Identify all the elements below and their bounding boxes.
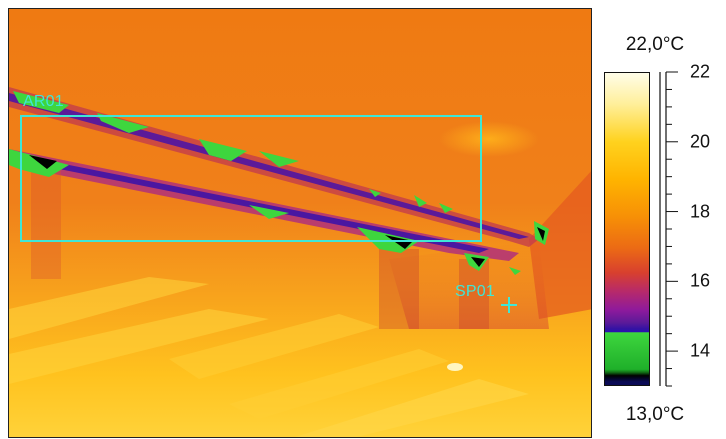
right-wall <box>529 171 591 319</box>
scale-tick-label: 18 <box>690 201 711 222</box>
scale-tick-label: 14 <box>690 340 711 361</box>
area-label: AR01 <box>23 93 64 110</box>
spot-label: SP01 <box>455 283 495 300</box>
spot-crosshair-icon[interactable] <box>501 297 517 313</box>
thermal-rendering <box>9 9 591 437</box>
lower-beam <box>9 153 489 253</box>
thermal-image[interactable]: AR01 SP01 <box>8 8 592 438</box>
hot-spot <box>447 363 463 371</box>
scale-axis: 22 20 18 16 14 <box>658 62 718 388</box>
area-measurement-box[interactable] <box>20 115 482 242</box>
scale-tick-label: 16 <box>690 270 711 291</box>
scale-axis-ticks <box>659 71 678 387</box>
scale-min-label: 13,0°C <box>625 404 685 425</box>
warm-spot <box>439 121 539 157</box>
scale-tick-label: 20 <box>690 131 711 152</box>
temperature-scale: 22,0°C 22 20 18 16 14 13,0°C <box>592 0 726 439</box>
scale-tick-label: 22 <box>690 61 711 82</box>
scale-max-label: 22,0°C <box>625 34 685 55</box>
color-scale-bar <box>604 72 650 386</box>
floor-stripes <box>9 277 529 437</box>
